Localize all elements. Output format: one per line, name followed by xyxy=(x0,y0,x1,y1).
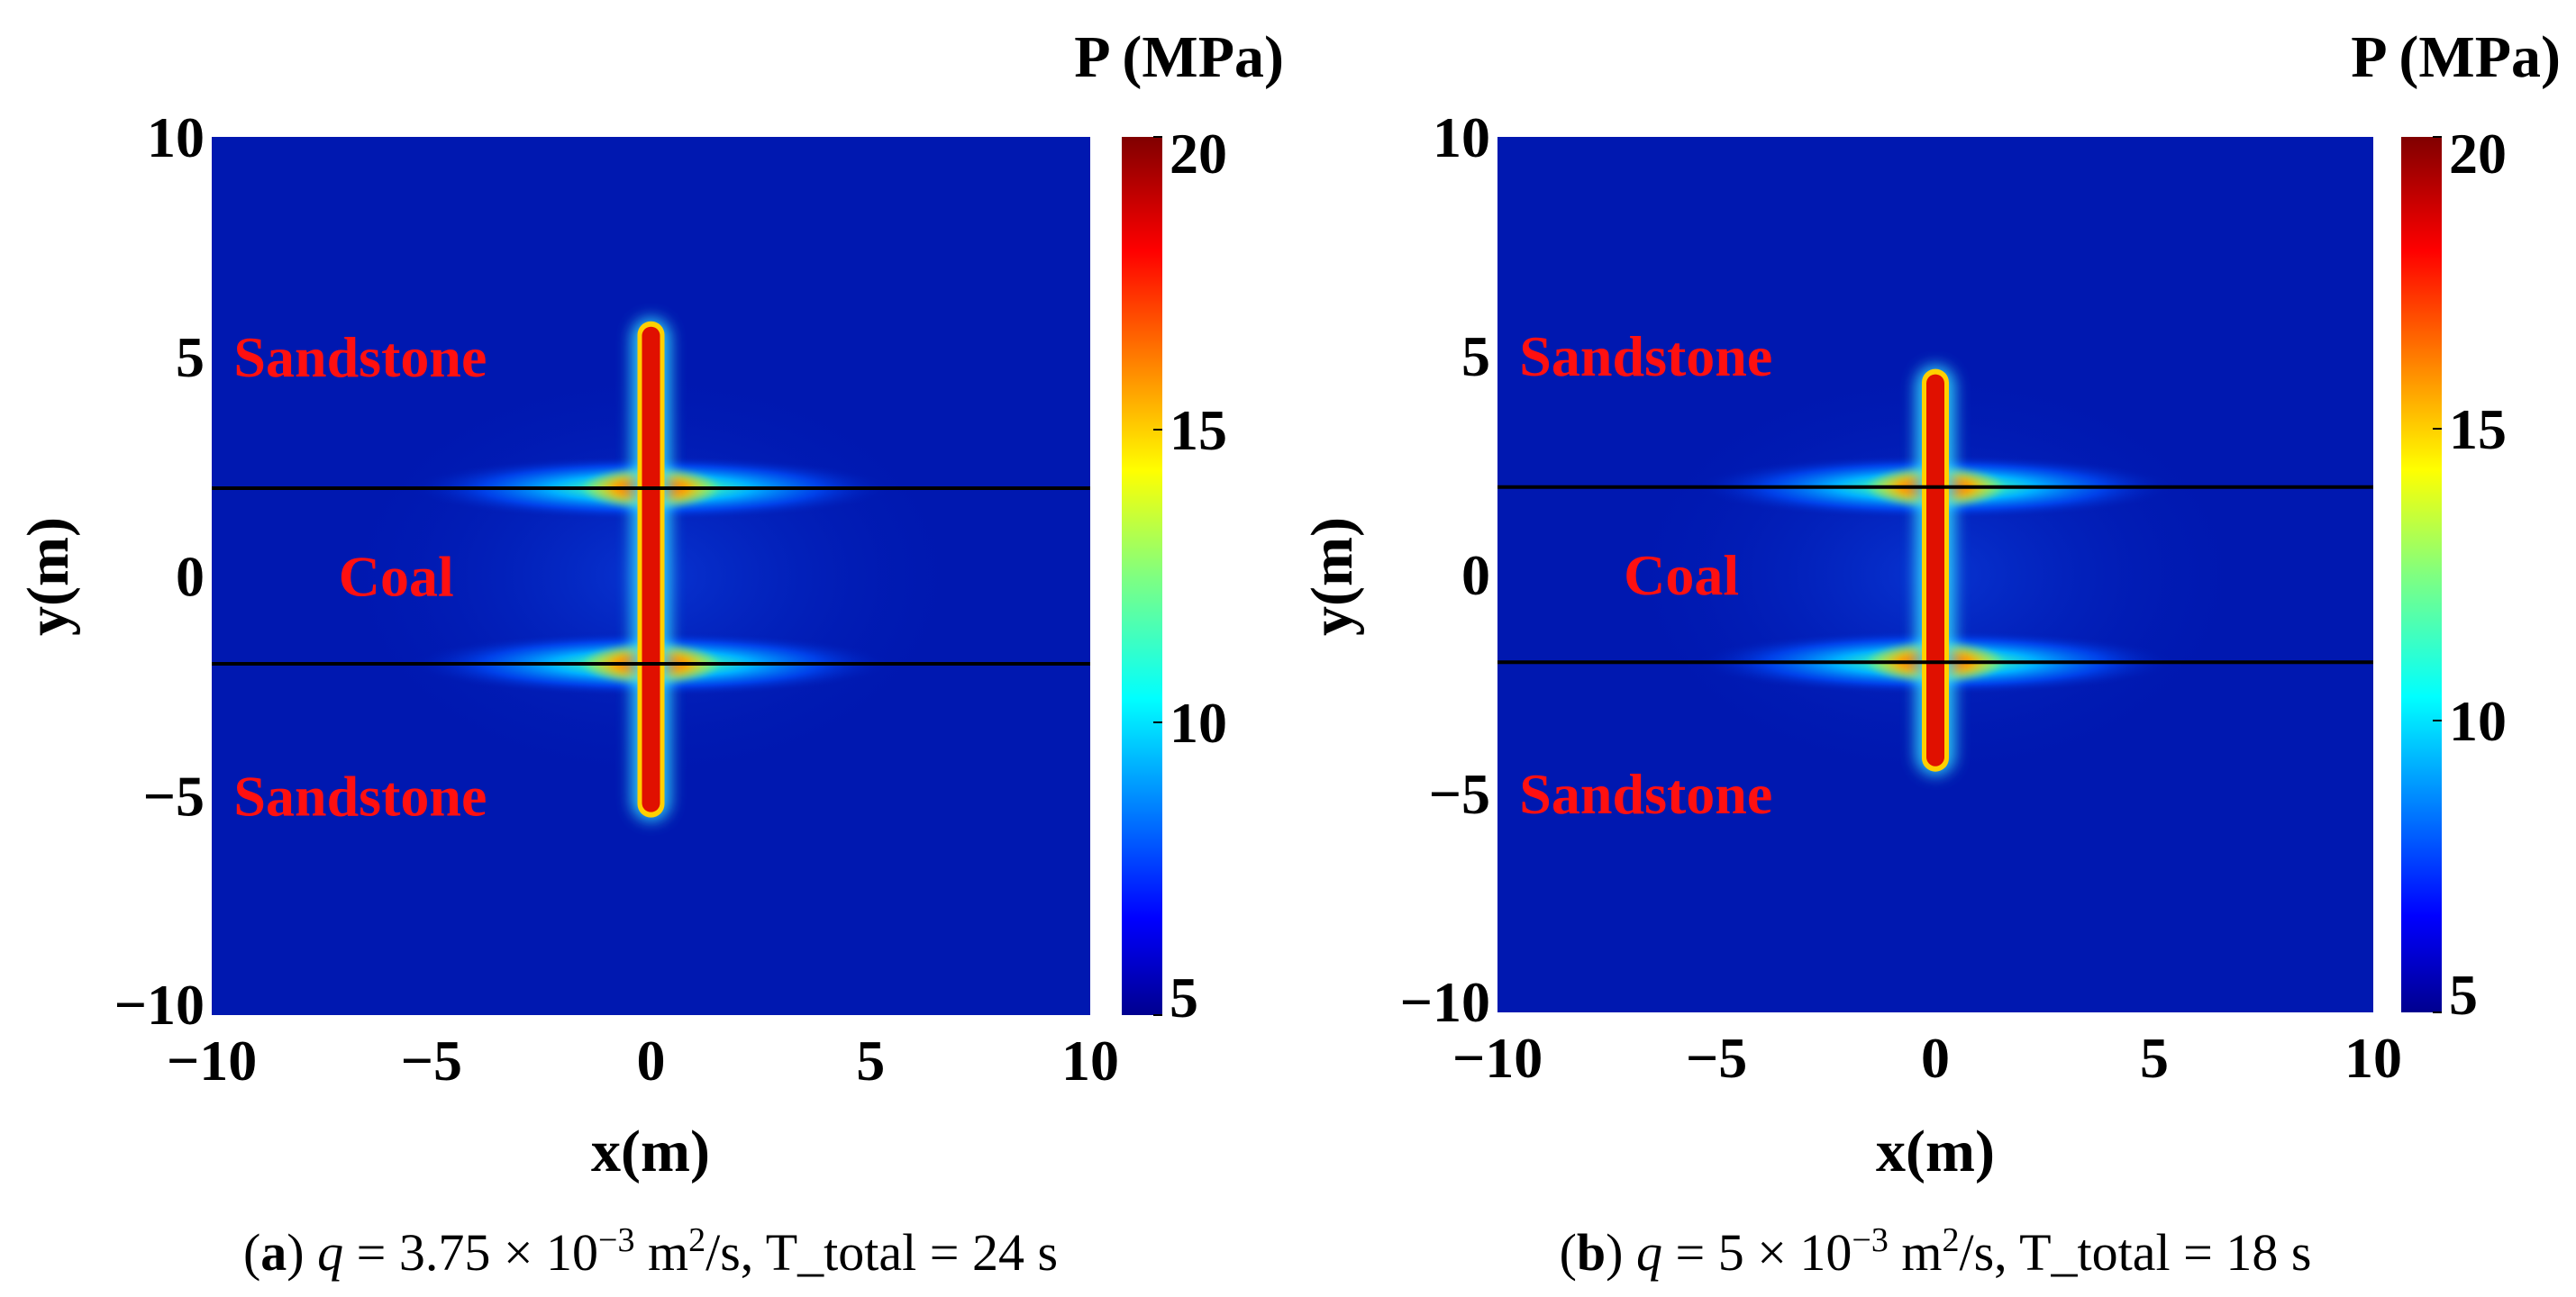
colorbar-title: P (MPa) xyxy=(2351,24,2561,90)
x-tick-label: −10 xyxy=(1452,1026,1543,1090)
caption-paren-close: ) xyxy=(287,1223,317,1282)
y-axis-label: y(m) xyxy=(1299,517,1365,636)
caption-q-text: = 3.75 × 10 xyxy=(343,1223,598,1282)
x-tick-label: 0 xyxy=(1921,1026,1950,1090)
y-tick-label: 0 xyxy=(176,545,205,609)
fracture-core xyxy=(642,326,660,812)
y-tick-label: 10 xyxy=(1433,105,1490,169)
y-tick-label: −10 xyxy=(114,973,205,1037)
colorbar-tick-label: 10 xyxy=(1170,691,1227,755)
y-axis-label: y(m) xyxy=(15,517,81,636)
colorbar-tick-label: 15 xyxy=(1170,398,1227,462)
caption-exponent: −3 xyxy=(1852,1221,1888,1259)
x-tick-label: 0 xyxy=(637,1029,666,1093)
region-label-sandstone: Sandstone xyxy=(1519,324,1772,388)
caption-paren-open: ( xyxy=(243,1223,260,1282)
y-tick-label: 10 xyxy=(147,105,205,169)
caption-letter: b xyxy=(1577,1223,1606,1282)
panel-caption: (a) q = 3.75 × 10−3 m2/s, T_total = 24 s xyxy=(243,1221,1058,1282)
region-label-coal: Coal xyxy=(1624,543,1739,607)
x-tick-label: 5 xyxy=(2140,1026,2169,1090)
panel-caption: (b) q = 5 × 10−3 m2/s, T_total = 18 s xyxy=(1560,1221,2312,1282)
region-label-sandstone: Sandstone xyxy=(1519,762,1772,826)
y-tick-label: 5 xyxy=(176,325,205,389)
colorbar-tick-label: 20 xyxy=(1170,122,1227,186)
caption-q-symbol: q xyxy=(317,1223,343,1282)
x-tick-label: −5 xyxy=(401,1029,462,1093)
panel-b: Sandstone Coal Sandstone −10 −5 0 5 10 10 5 0 −5 −10… xyxy=(1299,24,2561,1282)
y-tick-label: −5 xyxy=(1429,762,1490,826)
caption-letter: a xyxy=(260,1223,287,1282)
y-tick-label: −5 xyxy=(143,764,205,828)
caption-unit-tail: /s, T_total = 18 s xyxy=(1959,1223,2311,1282)
colorbar-tick-label: 20 xyxy=(2449,122,2507,186)
caption-unit-exp: 2 xyxy=(688,1221,705,1259)
panel-a: Sandstone Coal Sandstone −10 −5 0 5 10 10 5 0 −5 −10… xyxy=(15,24,1284,1282)
pressure-field xyxy=(212,317,1090,821)
x-tick-label: −5 xyxy=(1686,1026,1747,1090)
y-tick-label: 0 xyxy=(1461,543,1490,607)
caption-unit-exp: 2 xyxy=(1942,1221,1959,1259)
caption-q-text: = 5 × 10 xyxy=(1662,1223,1852,1282)
colorbar-tick-label: 10 xyxy=(2449,689,2507,753)
colorbar xyxy=(2401,137,2442,1012)
caption-exponent: −3 xyxy=(598,1221,634,1259)
caption-unit: m xyxy=(1889,1223,1943,1282)
region-label-coal: Coal xyxy=(339,545,454,609)
colorbar-tick-label: 15 xyxy=(2449,397,2507,461)
y-tick-label: 5 xyxy=(1461,324,1490,388)
x-tick-label: −10 xyxy=(167,1029,257,1093)
colorbar-tick-label: 5 xyxy=(1170,966,1198,1029)
caption-q-symbol: q xyxy=(1636,1223,1662,1282)
x-tick-label: 10 xyxy=(2344,1026,2402,1090)
caption-paren-open: ( xyxy=(1560,1223,1577,1282)
x-tick-label: 10 xyxy=(1061,1029,1119,1093)
y-tick-label: −10 xyxy=(1400,970,1490,1034)
colorbar xyxy=(1122,137,1162,1015)
region-label-sandstone: Sandstone xyxy=(233,325,487,389)
colorbar-title: P (MPa) xyxy=(1074,24,1284,90)
caption-paren-close: ) xyxy=(1606,1223,1636,1282)
region-label-sandstone: Sandstone xyxy=(233,764,487,828)
x-axis-label: x(m) xyxy=(591,1119,710,1184)
caption-unit-tail: /s, T_total = 24 s xyxy=(705,1223,1058,1282)
x-tick-label: 5 xyxy=(856,1029,885,1093)
fracture-core xyxy=(1926,374,1944,766)
caption-unit: m xyxy=(634,1223,688,1282)
x-axis-label: x(m) xyxy=(1876,1119,1995,1184)
colorbar-tick-label: 5 xyxy=(2449,963,2478,1027)
pressure-field xyxy=(1497,356,2373,794)
